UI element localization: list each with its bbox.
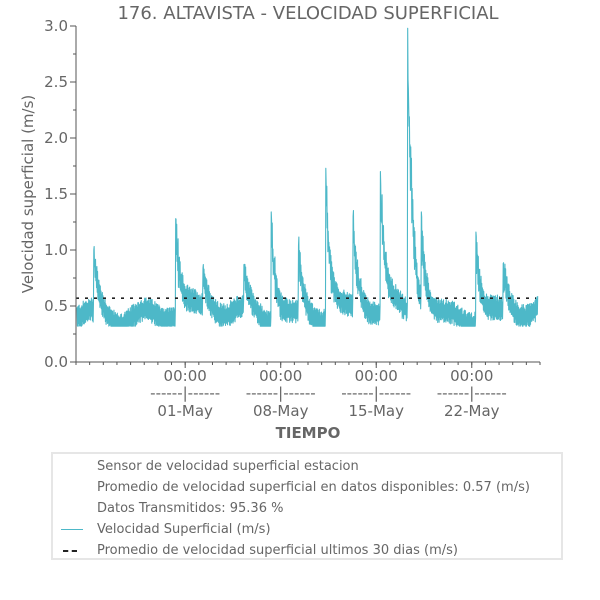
legend-item-average-available: Promedio de velocidad superficial en dat…: [53, 478, 561, 498]
y-tick-label: 0.5: [44, 297, 68, 315]
x-tick-separator-label: ------|------: [246, 384, 316, 402]
y-tick-label: 0.0: [44, 353, 68, 371]
y-tick-label: 2.0: [44, 129, 68, 147]
legend-item-30day-average: Promedio de velocidad superficial ultimo…: [53, 541, 561, 561]
legend-text: Promedio de velocidad superficial ultimo…: [97, 543, 458, 558]
y-tick-label: 1.5: [44, 185, 68, 203]
x-tick-date-label: 01-May: [157, 402, 213, 420]
legend-item-velocity-series: Velocidad Superficial (m/s): [53, 520, 561, 540]
legend-line-swatch: [61, 529, 83, 530]
y-axis-label: Velocidad superficial (m/s): [19, 95, 37, 294]
x-tick-separator-label: ------|------: [437, 384, 507, 402]
x-tick-time-label: 00:00: [355, 367, 398, 385]
legend-text: Promedio de velocidad superficial en dat…: [97, 480, 530, 495]
y-tick-label: 2.5: [44, 73, 68, 91]
chart: 176. ALTAVISTA - VELOCIDAD SUPERFICIAL V…: [19, 3, 541, 442]
legend-text: Velocidad Superficial (m/s): [97, 522, 271, 537]
chart-title: 176. ALTAVISTA - VELOCIDAD SUPERFICIAL: [117, 3, 498, 24]
velocity-series-line: [76, 27, 539, 327]
x-tick-date-label: 15-May: [348, 402, 404, 420]
x-tick-time-label: 00:00: [164, 367, 207, 385]
legend-item-sensor: Sensor de velocidad superficial estacion: [53, 457, 561, 477]
x-tick-date-label: 22-May: [444, 402, 500, 420]
x-tick-time-label: 00:00: [259, 367, 302, 385]
y-tick-label: 3.0: [44, 17, 68, 35]
x-tick-separator-label: ------|------: [341, 384, 411, 402]
y-tick-label: 1.0: [44, 241, 68, 259]
legend-item-transmitted: Datos Transmitidos: 95.36 %: [53, 499, 561, 519]
x-tick-time-label: 00:00: [450, 367, 493, 385]
legend-text: Datos Transmitidos: 95.36 %: [97, 501, 284, 516]
x-tick-date-label: 08-May: [253, 402, 309, 420]
x-axis-label: TIEMPO: [276, 424, 341, 442]
x-tick-separator-label: ------|------: [150, 384, 220, 402]
legend: Sensor de velocidad superficial estacion…: [51, 452, 563, 560]
legend-text: Sensor de velocidad superficial estacion: [97, 459, 359, 474]
legend-dash-swatch: [63, 550, 77, 552]
